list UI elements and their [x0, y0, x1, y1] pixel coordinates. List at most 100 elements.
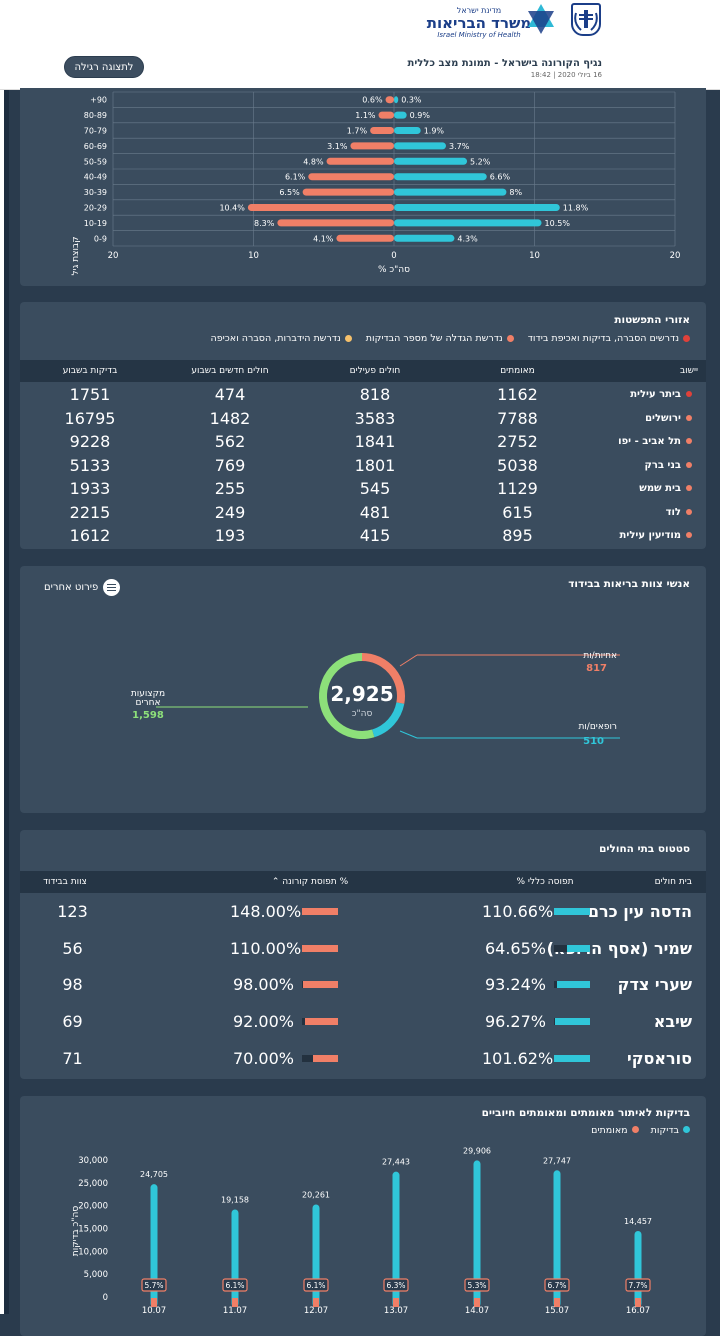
- tests-ytick: 25,000: [78, 1179, 108, 1189]
- hospital-row[interactable]: שמיר (אסף הרופא) 64.65% 110.00% 56: [20, 937, 706, 960]
- tests-bar: [312, 1204, 320, 1307]
- staff-isolation-card: אנשי צוות בריאות בבידוד פירוט אחרים 2,92…: [20, 566, 706, 813]
- status-dot-icon: [686, 438, 692, 444]
- hospitals-status-card: סטטוס בתי החולים בית חולים % תפוסה כללי …: [20, 830, 706, 1079]
- col-corona-occupancy[interactable]: % תפוסת קורונה ⌃: [271, 877, 349, 887]
- page-title: נגיף הקורונה בישראל - תמונת מצב כללית: [407, 58, 603, 69]
- age-category-label: 30-39: [84, 188, 107, 197]
- tests-bar-label: 14,457: [624, 1217, 652, 1226]
- status-dot-icon: [686, 485, 692, 491]
- confirmed-percent-label: 6.1%: [306, 1281, 325, 1290]
- age-label-left: 4.8%: [303, 157, 324, 166]
- tests-card: בדיקות לאיתור מאומתים ומאומתים חיוביים ב…: [20, 1096, 706, 1336]
- corona-occupancy-value: 92.00%: [232, 1012, 294, 1032]
- general-occupancy-fill: [555, 1018, 590, 1026]
- age-category-label: 80-89: [84, 111, 107, 120]
- city-name: בני ברק: [644, 454, 692, 477]
- age-bar-right: [394, 173, 487, 181]
- hospitals-table-header: בית חולים % תפוסה כללי % תפוסת קורונה ⌃ …: [20, 871, 706, 893]
- age-label-left: 6.5%: [279, 188, 300, 197]
- corona-occupancy-value: 110.00%: [230, 938, 302, 958]
- age-xtick: 0: [391, 251, 396, 261]
- confirmed-value: 615: [502, 502, 533, 522]
- hospital-name: שיבא: [653, 1012, 692, 1032]
- confirmed-bar: [474, 1298, 480, 1307]
- tests-bar: [634, 1230, 642, 1307]
- age-bar-right: [394, 96, 399, 104]
- tests-chart: סה"כ בדיקות 30,000 25,000 20,000 15,000 10,0…: [71, 1146, 652, 1314]
- active-value: 545: [359, 479, 391, 498]
- spread-table-row[interactable]: ירושלים 7788 3583 1482 16795: [20, 407, 706, 430]
- age-ylabel: קבוצת גיל: [71, 237, 81, 276]
- spread-table-row[interactable]: בית שמש 1129 545 255 1933: [20, 477, 706, 500]
- age-label-right: 0.9%: [410, 111, 431, 120]
- age-bar-left: [378, 111, 394, 119]
- spread-table-row[interactable]: תל אביב - יפו 2752 1841 562 9228: [20, 430, 706, 453]
- tests-ytick: 30,000: [78, 1156, 108, 1166]
- corona-occupancy-fill: [305, 1018, 338, 1026]
- tests-week-value: 9228: [69, 432, 111, 451]
- left-panel-strip: [4, 90, 9, 1314]
- confirmed-value: 7788: [497, 408, 538, 428]
- age-bar-left: [302, 188, 394, 196]
- active-value: 818: [359, 385, 391, 404]
- general-occupancy-bar: [554, 981, 590, 989]
- spread-table-row[interactable]: מודיעין עילית 895 415 193 1612: [20, 524, 706, 547]
- age-distribution-card: קבוצת גיל % סה"כ 20 10 0 10 20 +90 0.6% 0.3% 80-…: [20, 88, 706, 286]
- tests-bar-label: 24,705: [140, 1170, 168, 1179]
- hospital-row[interactable]: שיבא 96.27% 92.00% 69: [20, 1010, 706, 1033]
- others-detail-button[interactable]: פירוט אחרים: [44, 578, 121, 596]
- age-label-left: 1.1%: [355, 111, 376, 120]
- age-bar-left: [350, 142, 394, 150]
- corona-occupancy-value: 70.00%: [232, 1048, 294, 1068]
- corona-occupancy-value: 98.00%: [232, 975, 294, 995]
- donut-total-label: סה"כ: [352, 709, 373, 719]
- confirmed-value: 1162: [497, 385, 538, 404]
- confirmed-value: 5038: [497, 455, 538, 475]
- age-label-right: 1.9%: [424, 127, 445, 136]
- confirmed-percent-box: [625, 1278, 651, 1292]
- age-bar-right: [394, 219, 542, 227]
- spread-table-row[interactable]: בני ברק 5038 1801 769 5133: [20, 454, 706, 477]
- col-general-occupancy: % תפוסה כללי: [516, 877, 574, 887]
- city-name: ביתר עילית: [630, 383, 692, 406]
- confirmed-percent-box: [222, 1278, 248, 1292]
- confirmed-bar: [232, 1298, 238, 1307]
- city-name: מודיעין עילית: [620, 524, 692, 547]
- tests-week-value: 1751: [69, 385, 111, 404]
- others-value: 1,598: [132, 710, 164, 721]
- general-occupancy-fill: [567, 944, 590, 952]
- age-xlabel: % סה"כ: [378, 265, 410, 275]
- hospital-name: שערי צדק: [617, 975, 692, 995]
- simple-view-button[interactable]: לתצוגה רגילה: [64, 56, 144, 78]
- staff-donut-chart: 2,925 סה"כ אחיות/ות 817 רופאים/ות 510 מק…: [131, 651, 620, 747]
- status-dot-icon: [686, 414, 692, 421]
- confirmed-percent-box: [141, 1278, 167, 1292]
- spread-table-row[interactable]: ביתר עילית 1162 818 474 1751: [20, 383, 706, 406]
- tests-bar: [231, 1209, 239, 1307]
- doctors-label: רופאים/ות: [578, 722, 617, 732]
- tests-legend: בדיקות מאומתים: [591, 1125, 690, 1136]
- age-xtick: 10: [529, 251, 540, 261]
- legend-confirmed: מאומתים: [591, 1125, 639, 1136]
- tests-week-value: 1612: [69, 526, 111, 545]
- hospital-row[interactable]: הדסה עין כרם 110.66% 148.00% 123: [20, 900, 706, 923]
- col-tests-week: בדיקות בשבוע: [62, 366, 118, 376]
- spread-table-row[interactable]: לוד 615 481 249 2215: [20, 501, 706, 524]
- donut-slice-others: [319, 653, 375, 739]
- doctors-leader-line: [399, 730, 418, 739]
- hospital-row[interactable]: שערי צדק 93.24% 98.00% 98: [20, 973, 706, 996]
- tests-date-label: 11.07: [223, 1306, 247, 1314]
- age-category-label: +90: [90, 96, 107, 105]
- tests-bar-label: 19,158: [221, 1196, 249, 1205]
- confirmed-percent-box: [464, 1278, 490, 1292]
- confirmed-value: 1129: [497, 479, 538, 498]
- tests-date-label: 15.07: [545, 1306, 569, 1314]
- state-emblem-icon: [571, 3, 601, 36]
- nurses-leader-line: [399, 654, 418, 667]
- age-category-label: 60-69: [84, 142, 107, 151]
- new-week-value: 1482: [209, 408, 251, 428]
- age-xtick: 20: [108, 251, 119, 261]
- general-occupancy-value: 96.27%: [484, 1012, 546, 1032]
- hospital-row[interactable]: סוראסקי 101.62% 70.00% 71: [20, 1047, 706, 1070]
